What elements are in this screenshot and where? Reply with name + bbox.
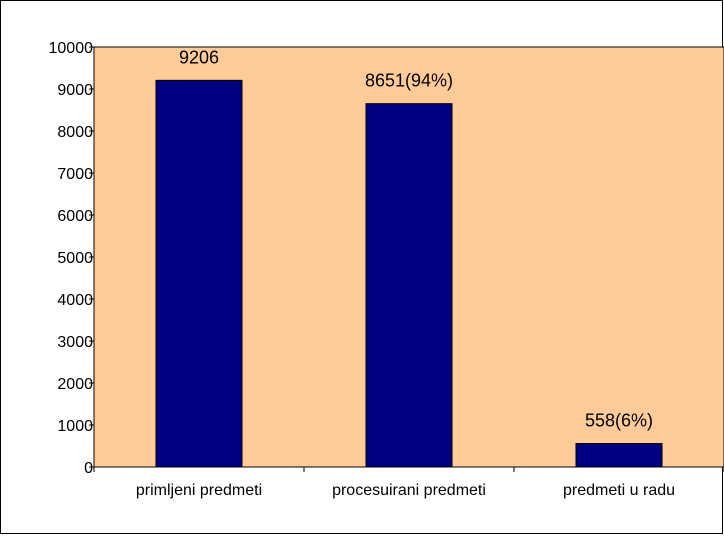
bar-3: [575, 443, 663, 468]
y-tick-label-6000: 6000: [57, 208, 93, 225]
y-tick-label-7000: 7000: [57, 166, 93, 183]
y-tick-label-8000: 8000: [57, 124, 93, 141]
y-tick-label-3000: 3000: [57, 334, 93, 351]
data-label-2: 8651(94%): [365, 71, 453, 91]
data-label-3: 558(6%): [585, 411, 653, 431]
bar-1: [155, 79, 243, 468]
y-tick-label-5000: 5000: [57, 250, 93, 267]
labels-layer: 9206 primljeni predmeti 8651(94%) procesuir…: [49, 40, 676, 499]
category-label-1: primljeni predmeti: [136, 482, 262, 499]
y-tick-label-9000: 9000: [57, 82, 93, 99]
y-tick-label-1000: 1000: [57, 418, 93, 435]
y-tick-label-10000: 10000: [49, 40, 94, 57]
category-label-3: predmeti u radu: [563, 482, 675, 499]
axes-layer: [89, 46, 724, 472]
data-label-1: 9206: [179, 47, 219, 67]
y-tick-label-4000: 4000: [57, 292, 93, 309]
bar-2: [365, 103, 453, 468]
category-label-2: procesuirani predmeti: [332, 482, 486, 499]
y-tick-label-0: 0: [84, 460, 93, 477]
y-tick-label-2000: 2000: [57, 376, 93, 393]
